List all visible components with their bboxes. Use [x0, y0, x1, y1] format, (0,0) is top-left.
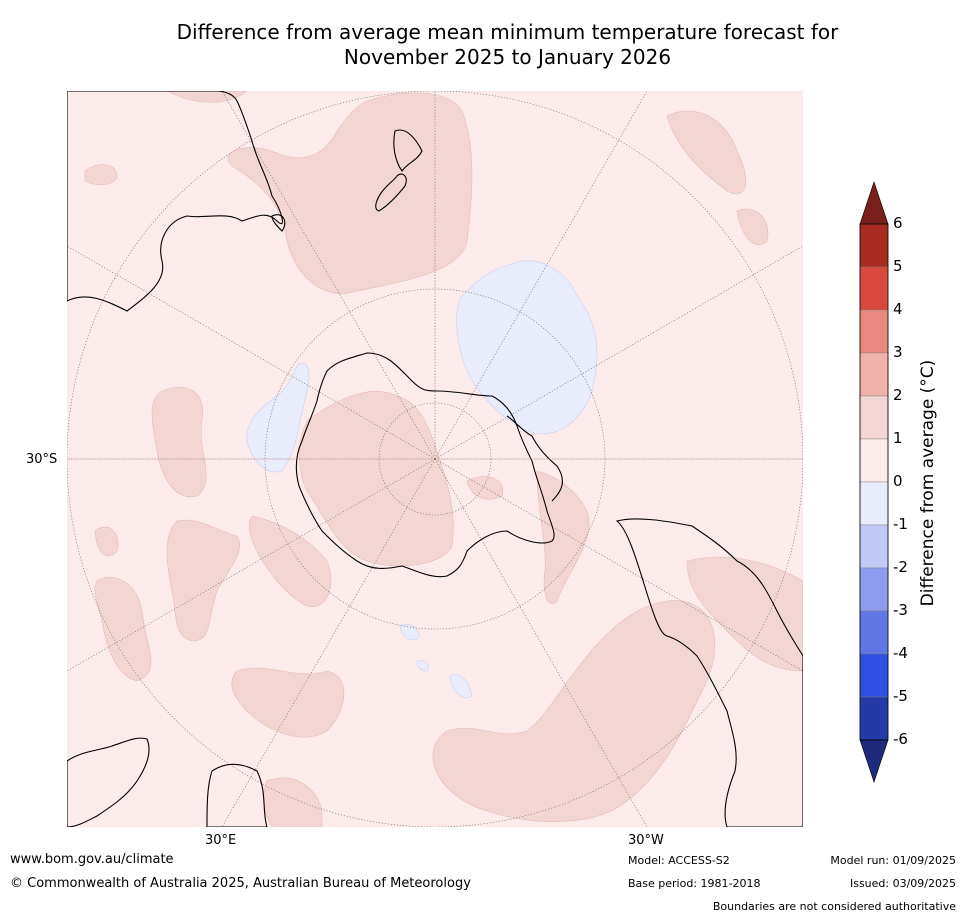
colorbar-tick-label: 5 [893, 257, 903, 275]
warm-region-far-west [94, 576, 152, 682]
map-svg [67, 91, 803, 827]
chart-title: Difference from average mean minimum tem… [60, 20, 955, 70]
longitude-label-30e: 30°E [205, 833, 237, 848]
warm-region-west-tiny [94, 526, 119, 556]
title-line-1: Difference from average mean minimum tem… [176, 20, 839, 44]
warm-region-south-central [231, 667, 345, 738]
colorbar [859, 181, 889, 783]
issued-text: Issued: 03/09/2025 [849, 877, 956, 890]
title-line-2: November 2025 to January 2026 [343, 45, 672, 69]
warm-region-drake [536, 470, 590, 604]
website-link[interactable]: www.bom.gov.au/climate [10, 852, 174, 867]
map-panel [67, 91, 803, 827]
copyright-text: © Commonwealth of Australia 2025, Austra… [10, 876, 471, 891]
cool-region-small-3 [416, 660, 429, 672]
colorbar-tick-label: 1 [893, 429, 903, 447]
base-period-text: Base period: 1981-2018 [628, 877, 761, 890]
colorbar-tick-label: -6 [893, 730, 908, 748]
coast-antarctic-peninsula [506, 415, 563, 502]
coast-south-america [615, 518, 803, 827]
colorbar-bin [859, 352, 889, 397]
colorbar-tick-label: -1 [893, 515, 908, 533]
colorbar-label: Difference from average (°C) [918, 359, 938, 607]
colorbar-tick-label: 6 [893, 214, 903, 232]
colorbar-tick-label: -4 [893, 644, 908, 662]
coast-nz-south [375, 173, 407, 212]
meridian-150e [221, 91, 436, 460]
colorbar-outline [859, 223, 889, 741]
colorbar-extend-high [859, 181, 889, 225]
colorbar-tick-label: 0 [893, 472, 903, 490]
colorbar-bin [859, 395, 889, 440]
colorbar-extend-low [859, 739, 889, 783]
coast-tasmania [271, 214, 286, 232]
latitude-label-30s: 30°S [26, 452, 58, 467]
colorbar-bin [859, 309, 889, 354]
warm-region-ne-small [736, 208, 769, 246]
cool-region-small-2 [449, 674, 473, 698]
coast-nz-north [393, 129, 423, 172]
coast-antarctica [295, 352, 555, 578]
colorbar-tick-label: 4 [893, 300, 903, 318]
colorbar-bin [859, 481, 889, 526]
model-text: Model: ACCESS-S2 [628, 854, 730, 867]
longitude-label-30w: 30°W [628, 833, 664, 848]
colorbar-bin [859, 524, 889, 569]
colorbar-bin [859, 696, 889, 741]
colorbar-bin [859, 653, 889, 698]
meridian-120w [434, 245, 803, 460]
cool-anomaly-regions [246, 260, 598, 698]
meridian-120e [67, 245, 436, 460]
cool-region-small-1 [399, 624, 420, 640]
warm-region-atlantic [432, 600, 716, 822]
disclaimer-text: Boundaries are not considered authoritat… [712, 900, 956, 913]
colorbar-bin [859, 438, 889, 483]
coast-africa [67, 737, 150, 827]
colorbar-tick-label: 2 [893, 386, 903, 404]
colorbar-bin [859, 223, 889, 268]
coast-madagascar [206, 763, 268, 827]
cool-region-weddell [456, 260, 598, 434]
warm-region-tasman [227, 92, 473, 294]
colorbar-tick-label: 3 [893, 343, 903, 361]
warm-region-south-america [686, 556, 803, 672]
warm-anomaly-regions [84, 91, 803, 827]
colorbar-bin [859, 266, 889, 311]
warm-region-antarctica [299, 391, 454, 567]
colorbar-tick-label: -2 [893, 558, 908, 576]
colorbar-bin [859, 567, 889, 612]
cool-region-ross [246, 362, 310, 473]
coastlines [67, 91, 803, 827]
warm-region-south-indian [166, 519, 240, 642]
model-run-text: Model run: 01/09/2025 [830, 854, 956, 867]
coast-australia [67, 91, 283, 312]
colorbar-bin [859, 610, 889, 655]
colorbar-tick-label: -5 [893, 687, 908, 705]
warm-region-nw [166, 91, 248, 103]
meridian-30e [221, 458, 436, 827]
warm-region-west-indian [151, 386, 207, 498]
warm-region-west-small [84, 164, 118, 185]
warm-region-sw-patch [248, 515, 332, 607]
warm-region-ne [666, 110, 746, 194]
colorbar-tick-label: -3 [893, 601, 908, 619]
